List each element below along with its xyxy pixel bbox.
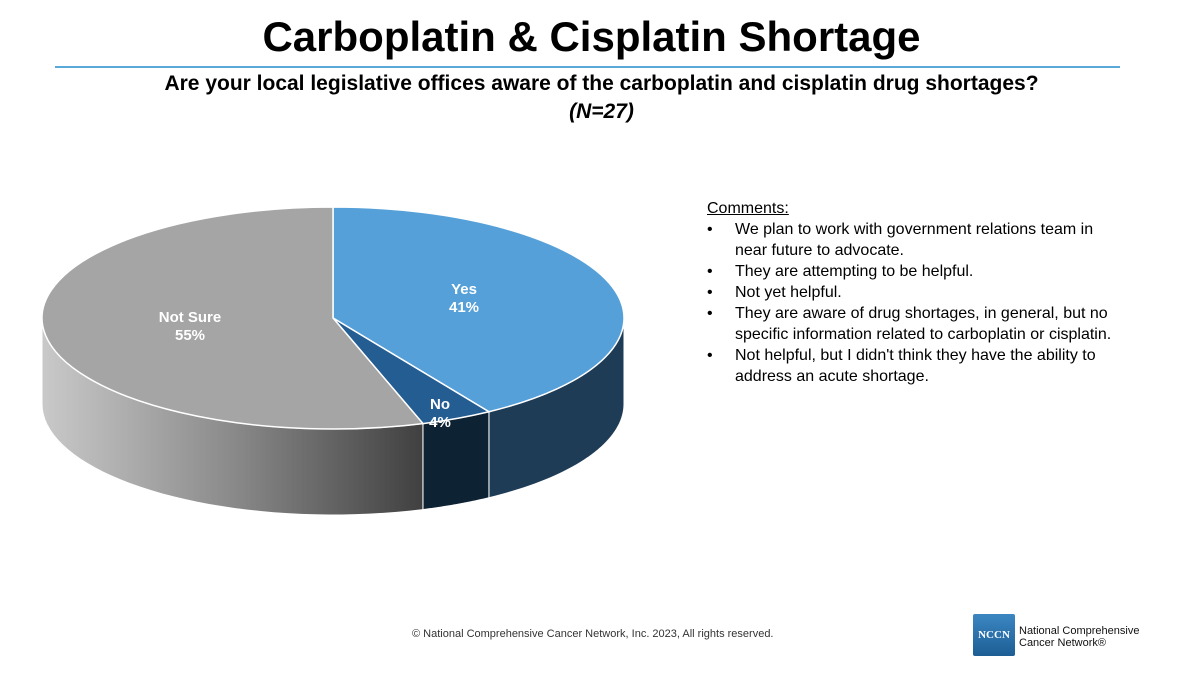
comments-heading: Comments: — [707, 200, 789, 217]
sample-size: (N=27) — [569, 100, 634, 123]
comment-item: They are attempting to be helpful. — [707, 261, 1127, 282]
comment-item: We plan to work with government relation… — [707, 219, 1127, 261]
slice-label-percent: 4% — [429, 414, 451, 431]
survey-question: Are your local legislative offices aware… — [164, 72, 1039, 95]
page-title: Carboplatin & Cisplatin Shortage — [262, 13, 921, 60]
title-divider — [55, 66, 1120, 68]
org-name-line1: National Comprehensive — [1019, 625, 1140, 637]
slice-label-percent: 55% — [175, 327, 205, 344]
pie-tops — [41, 206, 625, 430]
nccn-logo: NCCN — [973, 614, 1015, 656]
pie-slice-yes — [332, 206, 625, 413]
slice-label-category: Yes — [451, 281, 477, 298]
slice-label-percent: 41% — [449, 299, 479, 316]
comment-item: Not helpful, but I didn't think they hav… — [707, 345, 1127, 387]
copyright-notice: © National Comprehensive Cancer Network,… — [412, 628, 774, 640]
slice-label-category: Not Sure — [159, 309, 222, 326]
slice-label-category: No — [430, 396, 450, 413]
comments-list: We plan to work with government relation… — [707, 219, 1127, 387]
pie-slice-not-sure — [41, 206, 425, 430]
comment-item: They are aware of drug shortages, in gen… — [707, 303, 1127, 345]
comment-item: Not yet helpful. — [707, 282, 1127, 303]
organization-name: National Comprehensive Cancer Network® — [1019, 625, 1139, 649]
org-name-line2: Cancer Network® — [1019, 637, 1106, 649]
comments-panel: Comments: We plan to work with governmen… — [707, 198, 1127, 387]
